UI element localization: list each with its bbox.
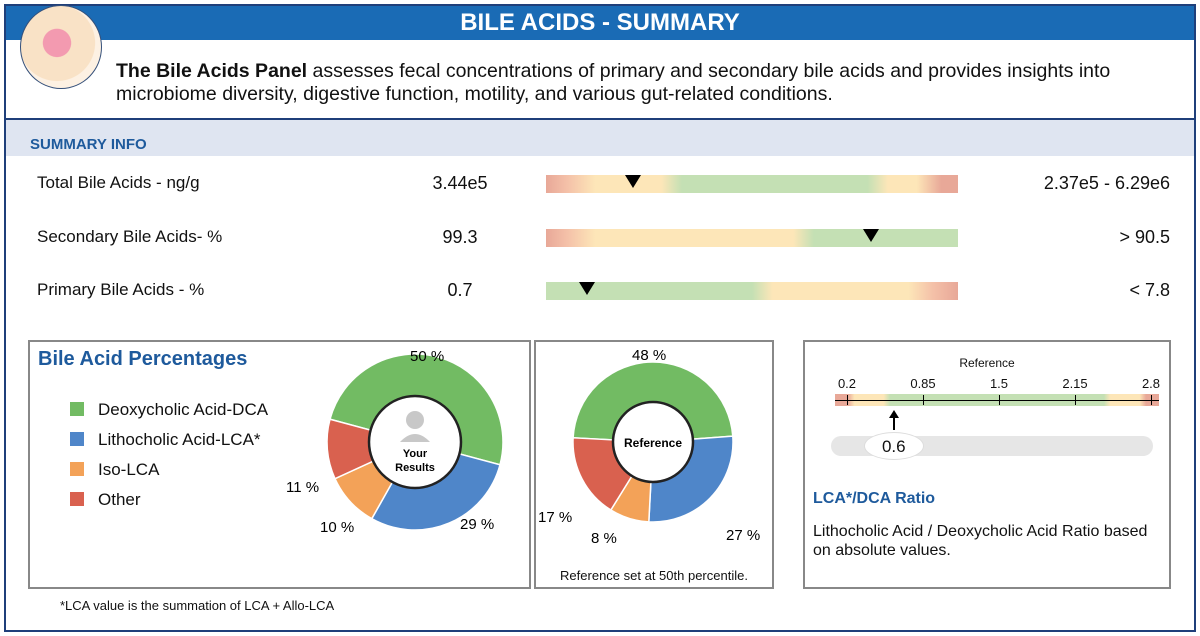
legend-item: Other	[70, 490, 141, 510]
percent-label: 11 %	[286, 479, 319, 496]
summary-row: Primary Bile Acids - % 0.7 < 7.8	[0, 280, 1200, 304]
page-title: BILE ACIDS - SUMMARY	[6, 6, 1194, 40]
marker-triangle-icon	[863, 229, 880, 242]
legend-swatch	[70, 492, 84, 506]
scale-tick-label: 1.5	[989, 376, 1009, 391]
reference-box: 48 % 27 % 8 % 17 % Reference Reference set a…	[534, 340, 774, 589]
row-value: 99.3	[442, 227, 478, 247]
percent-label: 48 %	[632, 347, 666, 364]
ratio-box: Reference 0.2 0.85 1.5 2.15 2.8 0.6 LCA*/DCA…	[803, 340, 1171, 589]
scale-axis-line	[835, 400, 1159, 401]
percent-label: 50 %	[410, 348, 444, 365]
legend-swatch	[70, 432, 84, 446]
scale-tick	[847, 395, 848, 405]
row-label: Primary Bile Acids - %	[37, 280, 205, 299]
marker-triangle-icon	[579, 282, 596, 295]
footnote: *LCA value is the summation of LCA + All…	[60, 598, 335, 613]
legend-item: Iso-LCA	[70, 460, 159, 480]
summary-row: Total Bile Acids - ng/g 3.44e5 2.37e5 - …	[0, 173, 1200, 197]
summary-info-title: SUMMARY INFO	[30, 136, 147, 153]
legend-swatch	[70, 402, 84, 416]
legend-item: Lithocholic Acid-LCA*	[70, 430, 261, 450]
scale-tick	[999, 395, 1000, 405]
summary-info-header: SUMMARY INFO	[6, 118, 1194, 156]
percent-label: 27 %	[726, 527, 760, 544]
percentages-box: Bile Acid Percentages Deoxycholic Acid-D…	[28, 340, 531, 589]
percent-label: 8 %	[591, 530, 617, 547]
ratio-value-bubble: 0.6	[863, 432, 924, 460]
scale-tick	[923, 395, 924, 405]
scale-tick-label: 2.8	[1141, 376, 1161, 391]
legend-label: Lithocholic Acid-LCA*	[98, 430, 261, 449]
scale-tick-label: 2.15	[1062, 376, 1088, 391]
row-reference-range: > 90.5	[1119, 227, 1170, 247]
legend-item: Deoxycholic Acid-DCA	[70, 400, 268, 420]
range-bar	[546, 282, 958, 300]
row-reference-range: < 7.8	[1129, 280, 1170, 300]
value-arrow-icon	[892, 414, 895, 430]
percent-label: 17 %	[538, 509, 572, 526]
percent-label: 10 %	[320, 519, 354, 536]
ratio-scale-title: Reference	[959, 356, 1015, 370]
summary-row: Secondary Bile Acids- % 99.3 > 90.5	[0, 227, 1200, 251]
percent-label: 29 %	[460, 516, 494, 533]
center-label: Results	[395, 462, 435, 474]
liver-logo-icon	[20, 5, 102, 89]
row-value: 3.44e5	[432, 173, 488, 193]
scale-tick-label: 0.85	[910, 376, 936, 391]
scale-tick	[1151, 395, 1152, 405]
legend-label: Deoxycholic Acid-DCA	[98, 400, 269, 419]
scale-tick	[1075, 395, 1076, 405]
center-label: Reference	[624, 436, 682, 450]
legend-label: Other	[98, 490, 141, 509]
row-value: 0.7	[447, 280, 473, 300]
range-bar	[546, 229, 958, 247]
intro-body: assesses fecal concentrations of primary…	[116, 60, 1111, 105]
your-results-donut: 50 % 29 % 10 % 11 % Your Results	[286, 348, 504, 536]
user-avatar-icon	[400, 411, 430, 442]
reference-donut: 48 % 27 % 8 % 17 % Reference	[538, 347, 760, 547]
marker-triangle-icon	[624, 175, 641, 188]
reference-note: Reference set at 50th percentile.	[560, 568, 748, 583]
row-reference-range: 2.37e5 - 6.29e6	[1043, 173, 1170, 193]
percentages-title: Bile Acid Percentages	[38, 348, 248, 370]
intro-bold: The Bile Acids Panel	[116, 60, 308, 82]
row-label: Total Bile Acids - ng/g	[37, 173, 200, 192]
scale-tick-label: 0.2	[837, 376, 857, 391]
legend-label: Iso-LCA	[98, 460, 160, 479]
donut-center	[611, 400, 695, 484]
legend-swatch	[70, 462, 84, 476]
report-frame	[4, 4, 1196, 632]
row-label: Secondary Bile Acids- %	[37, 227, 223, 246]
ratio-title: LCA*/DCA Ratio	[813, 490, 936, 507]
intro-text: The Bile Acids Panel assesses fecal conc…	[116, 60, 1176, 106]
range-bar	[546, 175, 958, 193]
ratio-description: Lithocholic Acid / Deoxycholic Acid Rati…	[813, 523, 1148, 559]
center-label: Your	[403, 448, 428, 460]
